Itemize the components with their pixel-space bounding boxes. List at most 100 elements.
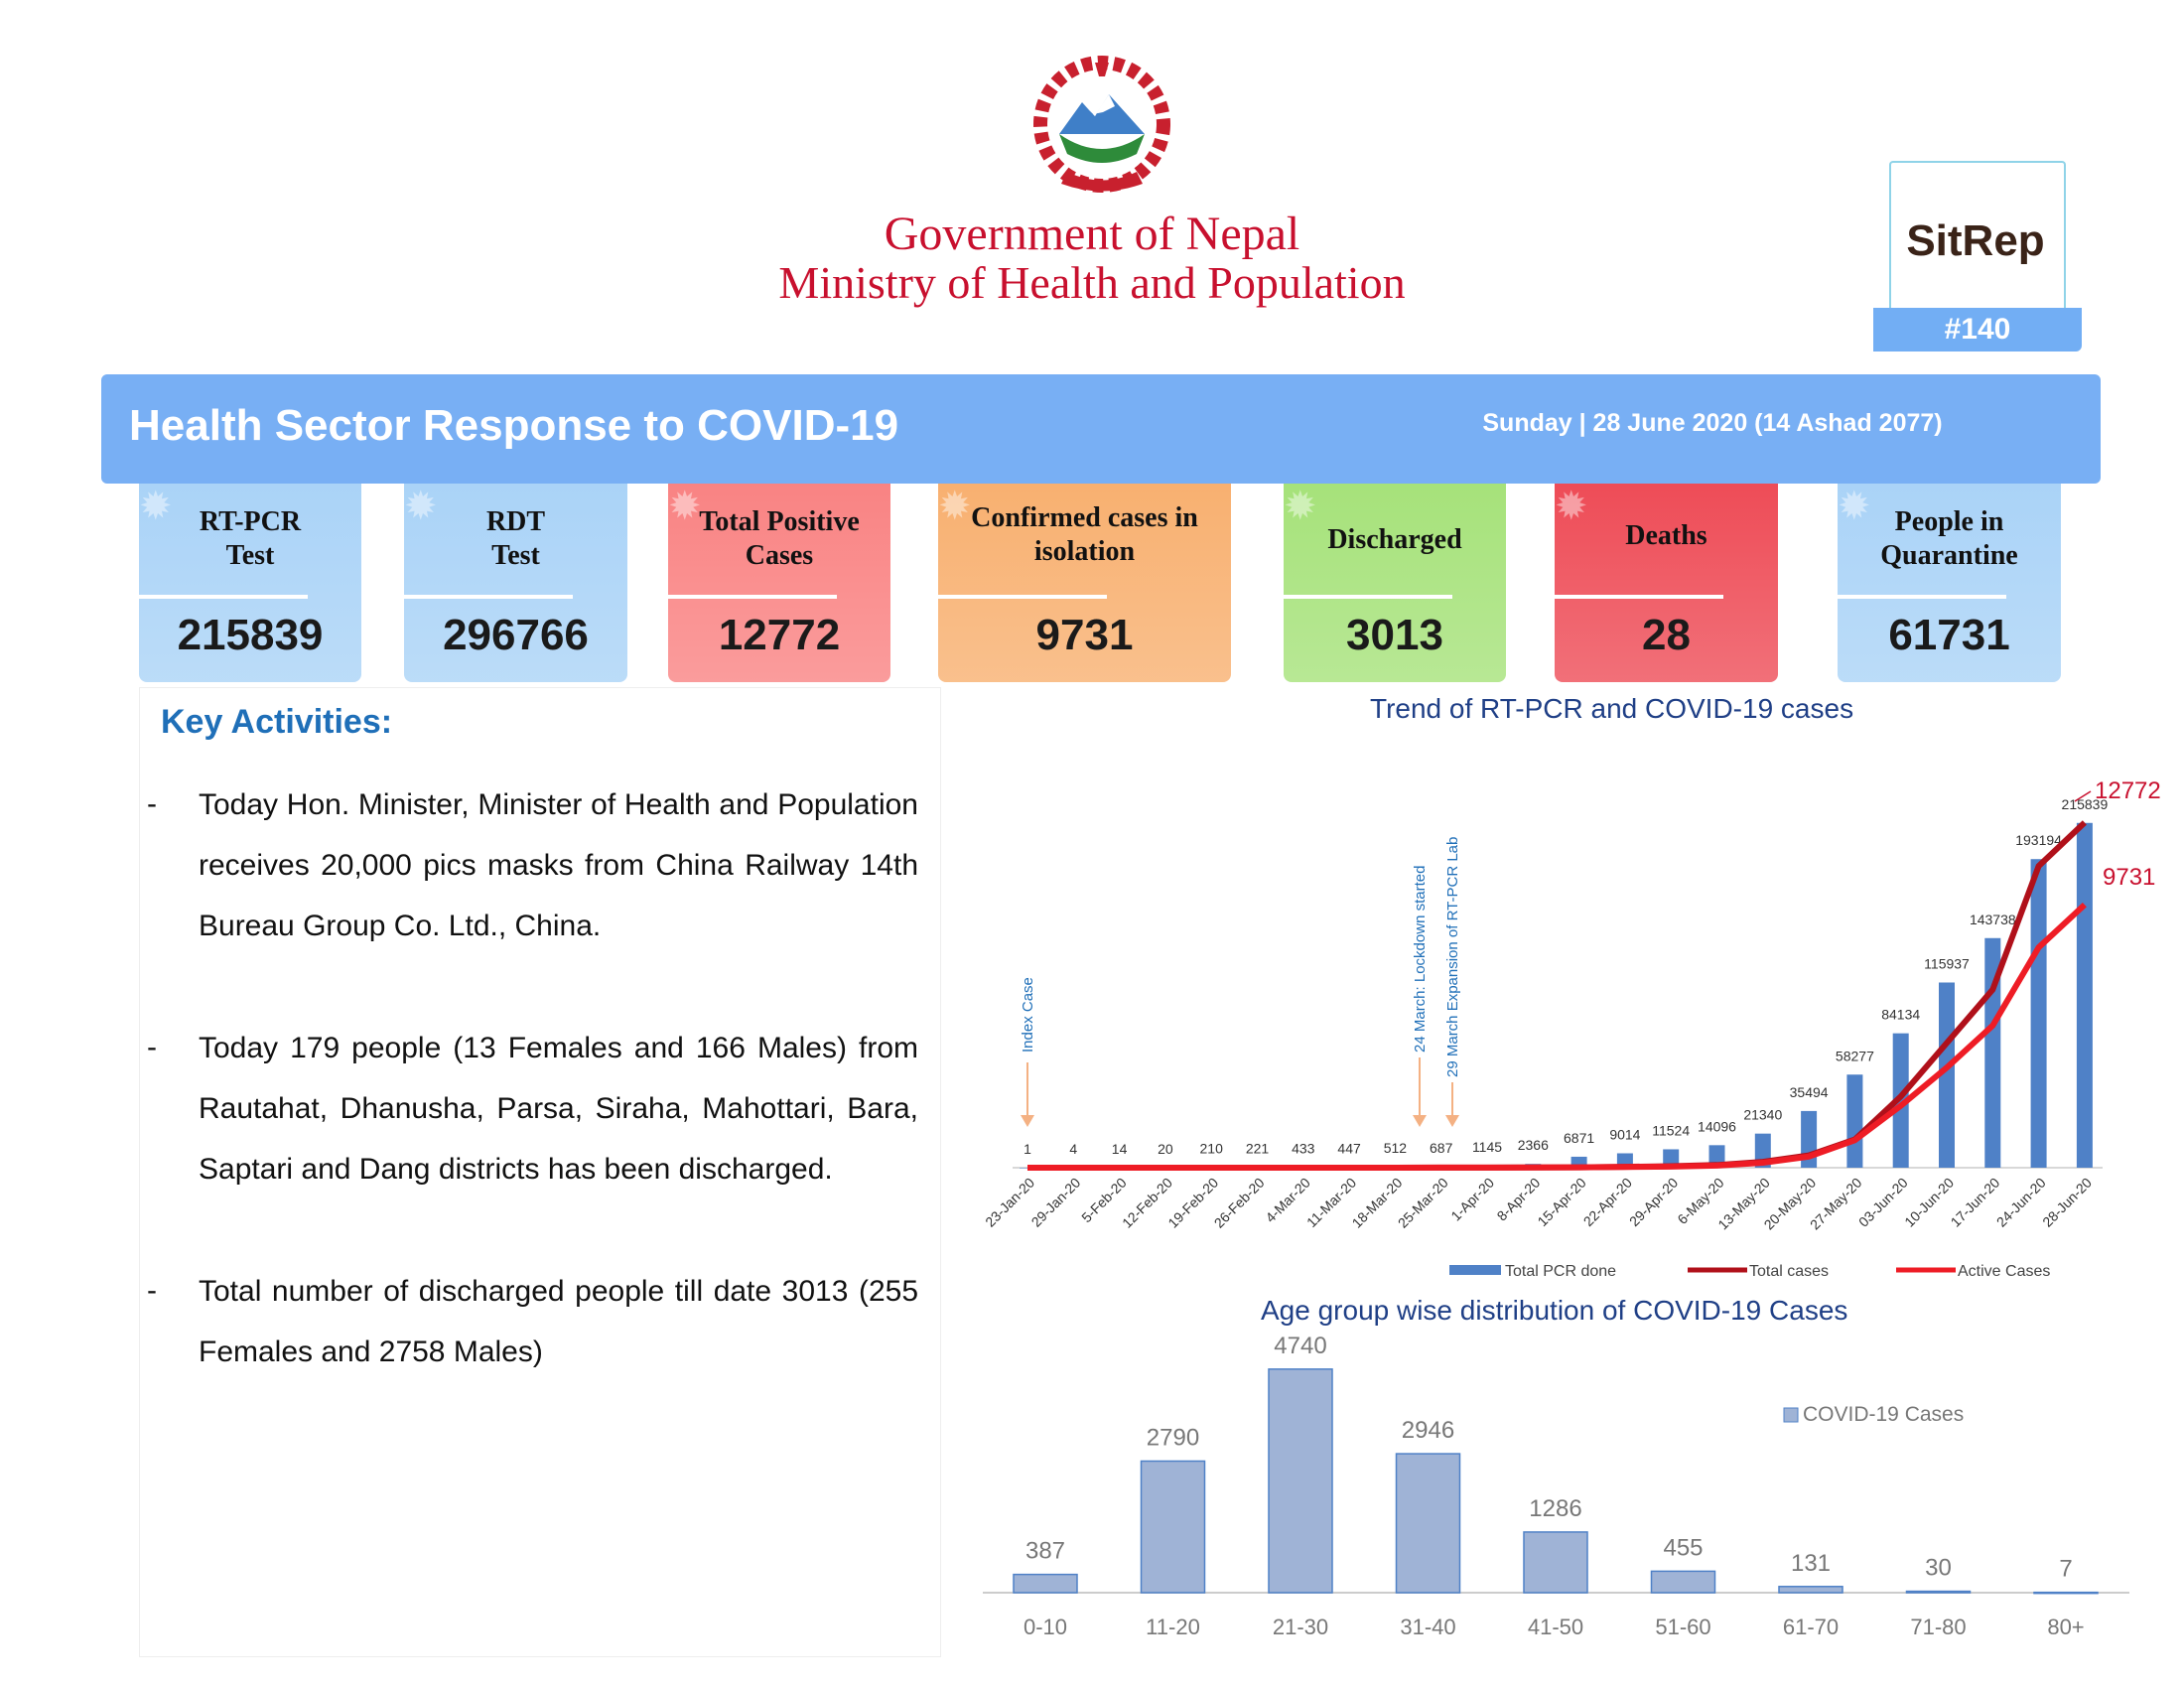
bullet-marker: -	[147, 1274, 157, 1307]
card-value: 215839	[177, 611, 324, 659]
bar-data-label: 193194	[2015, 832, 2062, 848]
age-data-label: 2790	[1147, 1424, 1199, 1451]
key-activities-panel	[139, 687, 941, 1657]
annotation-label: 29 March Expansion of RT-PCR Lab	[1444, 837, 1461, 1077]
legend-active-cases: Active Cases	[1958, 1263, 2050, 1280]
card-isolation: ✹ Confirmed cases in isolation 9731	[938, 484, 1231, 682]
bar-data-label: 14	[1112, 1141, 1128, 1157]
age-tick-label: 80+	[2047, 1615, 2084, 1639]
virus-icon: ✹	[1284, 485, 1317, 528]
bar-data-label: 1145	[1472, 1139, 1502, 1155]
card-value: 12772	[718, 611, 841, 659]
bar-data-label: 11524	[1652, 1122, 1690, 1138]
card-label: Confirmed cases in isolation	[971, 502, 1198, 567]
age-data-label: 387	[1025, 1538, 1065, 1565]
card-label: Deaths	[1625, 520, 1707, 551]
age-bar	[1523, 1531, 1588, 1594]
card-value: 296766	[443, 611, 589, 659]
title-banner	[101, 374, 2101, 484]
key-activities-title: Key Activities:	[161, 703, 393, 741]
virus-icon: ✹	[668, 485, 702, 528]
age-data-label: 7	[2059, 1556, 2072, 1583]
age-data-label: 2946	[1402, 1417, 1454, 1444]
sitrep-badge	[1889, 161, 2066, 312]
age-tick-label: 41-50	[1528, 1615, 1583, 1639]
activity-item: Today 179 people (13 Females and 166 Mal…	[199, 1032, 918, 1186]
card-quarantine: ✹ People in Quarantine 61731	[1838, 484, 2061, 682]
age-bar	[2033, 1591, 2099, 1595]
annotation-label: Index Case	[1020, 977, 1036, 1053]
trend-chart-title: Trend of RT-PCR and COVID-19 cases	[1370, 693, 1854, 724]
age-tick-label: 31-40	[1400, 1615, 1455, 1639]
card-value: 9731	[1035, 611, 1134, 659]
bar-data-label: 210	[1200, 1141, 1224, 1157]
age-legend-label: COVID-19 Cases	[1803, 1403, 1964, 1426]
card-deaths: ✹ Deaths 28	[1555, 484, 1778, 682]
age-legend-swatch	[1783, 1407, 1799, 1423]
active-cases-line	[1026, 902, 2087, 1171]
bar-data-label: 20	[1158, 1141, 1173, 1157]
age-bar	[1650, 1570, 1716, 1594]
pcr-bar	[1570, 1156, 1587, 1168]
bar-data-label: 84134	[1881, 1007, 1920, 1023]
nepal-emblem-logo	[1033, 56, 1170, 193]
government-title: Government of Nepal	[884, 208, 1300, 260]
bullet-marker: -	[147, 1031, 157, 1063]
annotation-arrowhead	[1445, 1115, 1459, 1127]
bar-data-label: 9014	[1609, 1126, 1640, 1142]
card-value: 3013	[1346, 611, 1443, 659]
age-bar	[1268, 1368, 1333, 1594]
sitrep-number: #140	[1873, 308, 2082, 352]
end-leader-line	[2074, 790, 2092, 802]
bar-data-label: 687	[1430, 1140, 1453, 1156]
age-data-label: 131	[1791, 1550, 1831, 1577]
age-data-label: 30	[1925, 1555, 1952, 1582]
sitrep-label: SitRep	[1906, 216, 2045, 265]
age-bar	[1778, 1586, 1843, 1594]
bar-data-label: 215839	[2062, 796, 2109, 812]
bar-data-label: 433	[1292, 1140, 1315, 1156]
legend-total-pcr: Total PCR done	[1505, 1263, 1616, 1280]
bar-data-label: 221	[1246, 1141, 1270, 1157]
card-label: RDT Test	[485, 506, 546, 571]
age-data-label: 4740	[1274, 1333, 1326, 1359]
bar-data-label: 512	[1384, 1140, 1408, 1156]
legend-total-pcr-swatch	[1449, 1265, 1501, 1275]
bar-data-label: 6871	[1564, 1130, 1594, 1146]
card-value: 61731	[1888, 611, 2010, 659]
virus-icon: ✹	[1555, 485, 1588, 528]
virus-icon: ✹	[938, 485, 972, 528]
card-value: 28	[1642, 611, 1691, 659]
bar-data-label: 14096	[1698, 1118, 1736, 1134]
age-tick-label: 71-80	[1910, 1615, 1966, 1639]
age-bar	[1905, 1590, 1972, 1594]
age-chart-title: Age group wise distribution of COVID-19 …	[1261, 1295, 1848, 1326]
bar-data-label: 21340	[1743, 1107, 1782, 1123]
card-label: Total Positive Cases	[699, 506, 860, 571]
card-rt-pcr-test: ✹ RT-PCR Test 215839	[139, 484, 361, 682]
card-discharged: ✹ Discharged 3013	[1284, 484, 1506, 682]
bar-data-label: 2366	[1518, 1137, 1549, 1153]
age-bar	[1395, 1453, 1461, 1594]
bar-data-label: 143738	[1970, 912, 2016, 927]
virus-icon: ✹	[1838, 485, 1871, 528]
virus-icon: ✹	[404, 485, 438, 528]
age-tick-label: 51-60	[1655, 1615, 1710, 1639]
card-label: Discharged	[1327, 524, 1462, 555]
active-cases-end-label: 9731	[2103, 864, 2155, 891]
bar-data-label: 115937	[1924, 955, 1970, 971]
annotation-label: 24 March: Lockdown started	[1412, 866, 1429, 1053]
age-bar	[1140, 1460, 1206, 1594]
bar-data-label: 35494	[1790, 1084, 1829, 1100]
card-label: RT-PCR Test	[199, 506, 302, 571]
bar-data-label: 4	[1069, 1141, 1077, 1157]
age-data-label: 455	[1663, 1534, 1703, 1561]
card-label: People in Quarantine	[1880, 506, 2018, 571]
activity-item: Total number of discharged people till d…	[199, 1275, 918, 1368]
bullet-marker: -	[147, 787, 157, 820]
pcr-bar	[2030, 859, 2047, 1168]
age-tick-label: 11-20	[1146, 1615, 1200, 1639]
legend-total-cases: Total cases	[1749, 1263, 1829, 1280]
age-tick-label: 61-70	[1783, 1615, 1839, 1639]
